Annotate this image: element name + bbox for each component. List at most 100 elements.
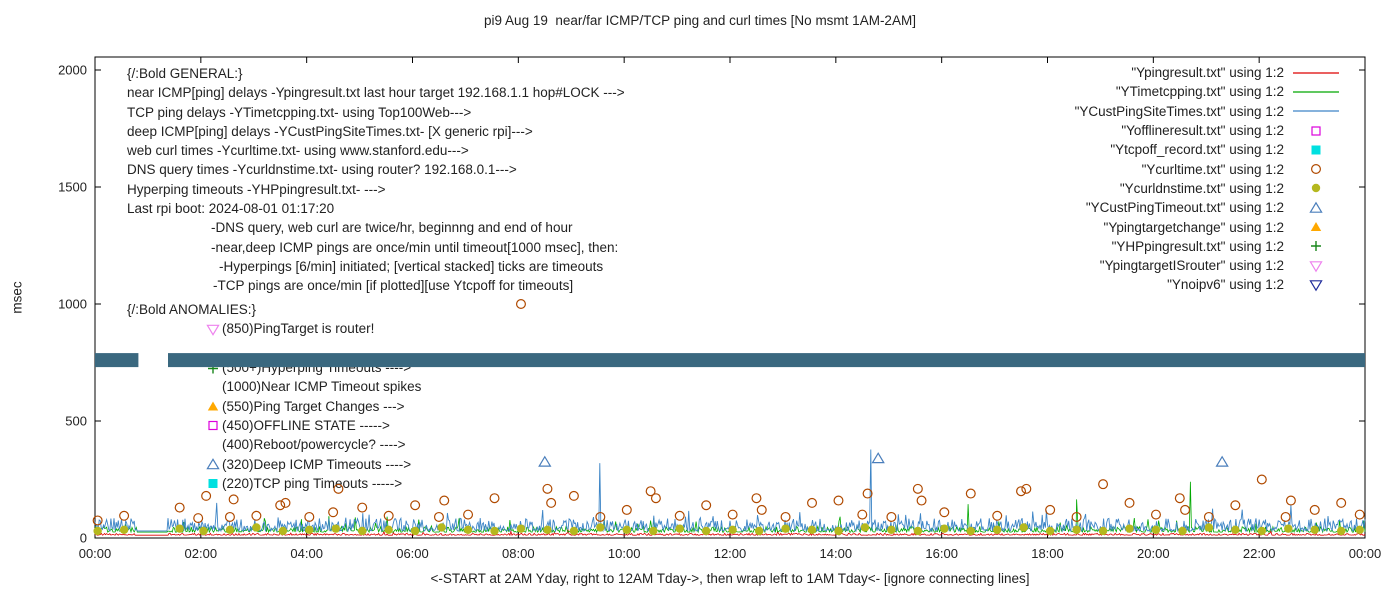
y-tick-label: 1000 [58,297,87,312]
point-Ycurltime.txt [965,488,976,499]
general-annotation-line: web curl times -Ycurltime.txt- using www… [127,143,469,159]
point-Ycurldnstime.txt [1204,523,1214,532]
legend-label: "Ytcpoff_record.txt" using 1:2 [1110,142,1284,158]
point-Ycurltime.txt [1280,511,1291,522]
anomaly-marker-spacer [205,379,222,395]
point-Ycurldnstime.txt [1310,525,1319,535]
anomaly-marker-svg [206,458,220,470]
point-Ycurltime.txt [542,483,553,494]
x-tick-label: 12:00 [714,546,747,561]
point-Ycurltime.txt [228,494,239,505]
legend-marker-svg [1310,222,1322,232]
point-Ycurltime.txt [328,507,339,518]
anomaly-text: (320)Deep ICMP Timeouts ----> [222,456,412,472]
point-Ycurldnstime.txt [834,526,843,536]
point-Ycurltime.txt [1071,511,1082,522]
point-YCustPingTimeout.txt [1215,455,1229,467]
legend-item: "Yofflineresult.txt" using 1:2 [1075,121,1342,140]
general-annotation-line: Hyperping timeouts -YHPpingresult.txt- -… [127,181,386,197]
point-Ycurltime.txt [1285,495,1296,506]
anomaly-item: (400)Reboot/powercycle? ----> [205,435,421,454]
anomaly-text: (550)Ping Target Changes ---> [222,398,405,414]
anomaly-triangle-open-icon [205,456,222,472]
anomaly-text: (220)TCP ping Timeouts -----> [222,475,403,491]
point-Ycurltime.txt [439,495,450,506]
legend-marker-line-icon [1290,84,1342,100]
legend-label: "Ypingresult.txt" using 1:2 [1131,65,1284,81]
point-Ycurltime.txt [489,493,500,504]
general-annotation-line: -TCP pings are once/min [if plotted][use… [213,278,574,294]
point-Ycurldnstime.txt [543,525,552,535]
anomaly-tri-down-open-icon [205,321,222,337]
point-Ycurltime.txt [862,488,873,499]
point-Ycurldnstime.txt [966,526,975,536]
point-Ycurltime.txt [1150,509,1161,520]
x-tick-label: 06:00 [396,546,429,561]
y-tick-label: 500 [65,414,87,429]
anomaly-item: (220)TCP ping Timeouts -----> [205,474,421,493]
general-annotation-line: -near,deep ICMP pings are once/min until… [211,239,619,255]
point-Ycurltime.txt [939,507,950,518]
point-Ycurltime.txt [193,513,204,524]
legend-marker-tri-down-open-icon [1290,258,1342,274]
point-Ycurltime.txt [833,495,844,506]
x-tick-label: 08:00 [502,546,535,561]
legend-label: "Ypingtargetchange" using 1:2 [1103,219,1284,235]
legend-item: "Ytcpoff_record.txt" using 1:2 [1075,140,1342,159]
legend-marker-svg [1309,260,1323,272]
point-Ycurldnstime.txt [754,526,764,536]
point-Ycurltime.txt [1098,479,1109,490]
anomaly-item: (850)PingTarget is router! [205,319,421,338]
point-Ycurldnstime.txt [490,526,499,536]
legend-marker-svg [1311,164,1322,175]
point-Ycurltime.txt [251,510,262,521]
legend-marker-triangle-open-icon [1290,200,1342,216]
anomaly-marker-svg [206,324,220,336]
point-Ycurltime.txt [383,510,394,521]
point-Ycurldnstime.txt [437,523,446,532]
point-Ycurldnstime.txt [940,524,949,533]
legend-marker-svg [1293,91,1339,93]
point-Ycurltime.txt [645,486,656,497]
point-Ycurltime.txt [916,495,927,506]
legend-item: "Ycurldnstime.txt" using 1:2 [1075,179,1342,198]
point-Ycurltime.txt [1230,500,1241,511]
general-annotation-line: deep ICMP[ping] delays -YCustPingSiteTim… [127,123,533,139]
point-Ycurldnstime.txt [516,524,526,533]
legend-glyph [1310,222,1322,232]
point-Ycurltime.txt [568,490,579,501]
anomalies-list: (850)PingTarget is router! (500+)Hyperpin… [127,319,421,493]
point-Ycurldnstime.txt [1045,526,1055,536]
legend-item: "Ypingtargetchange" using 1:2 [1075,217,1342,236]
legend-marker-svg [1293,71,1339,74]
point-Ycurltime.txt [280,497,291,508]
legend-item: "YCustPingTimeout.txt" using 1:2 [1075,198,1342,217]
point-Ycurldnstime.txt [199,526,208,536]
anomaly-glyph [206,458,220,470]
point-Ycurltime.txt [1309,504,1320,515]
legend-label: "Ynoipv6" using 1:2 [1167,277,1284,293]
point-Ycurltime.txt [1124,497,1135,508]
x-tick-label: 00:00 [79,546,112,561]
series-points-YCustPingTimeout.txt [538,452,1229,467]
y-tick-label: 0 [80,531,87,546]
y-tick-label: 2000 [58,63,87,78]
general-annotation-line: -DNS query, web curl are twice/hr, begin… [211,220,573,236]
point-Ycurldnstime.txt [1336,526,1346,536]
point-Ycurltime.txt [1180,504,1191,515]
point-Ycurltime.txt [515,299,526,310]
point-Ycurldnstime.txt [728,525,737,535]
point-Ycurldnstime.txt [675,524,684,533]
point-Ycurldnstime.txt [596,523,605,532]
x-tick-label: 20:00 [1137,546,1170,561]
point-Ycurltime.txt [1045,504,1056,515]
point-Ycurltime.txt [92,515,103,526]
anomaly-item: (320)Deep ICMP Timeouts ----> [205,454,421,473]
general-annotation-line: TCP ping delays -YTimetcpping.txt- using… [127,104,472,120]
point-Ycurldnstime.txt [358,526,367,536]
point-Ycurltime.txt [1016,486,1027,497]
point-Ycurltime.txt [780,511,791,522]
x-tick-label: 16:00 [925,546,958,561]
point-Ycurldnstime.txt [781,524,790,533]
point-Ycurldnstime.txt [649,526,658,536]
